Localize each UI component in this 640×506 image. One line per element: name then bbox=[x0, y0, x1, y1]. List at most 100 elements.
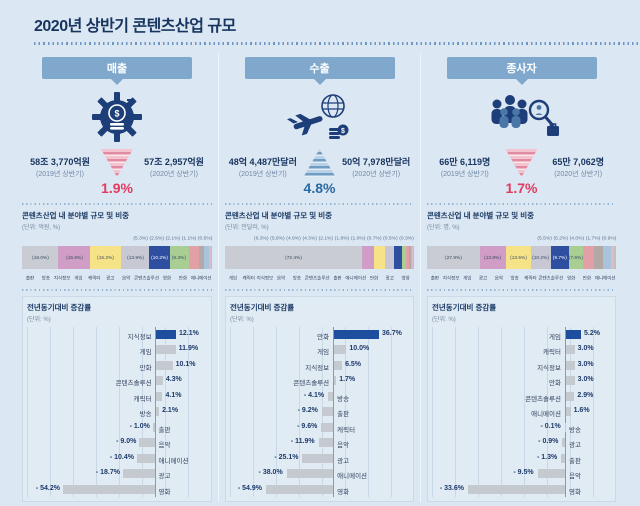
share-stacked-bar: (72.4%) bbox=[225, 246, 414, 269]
share-label-애니메이션: 애니메이션 bbox=[595, 272, 616, 281]
growth-value: - 9.0% bbox=[116, 438, 136, 445]
growth-row-콘텐츠솔루션: 1.7%콘텐츠솔루션 bbox=[230, 373, 411, 388]
growth-row-게임: 11.9%게임 bbox=[27, 342, 209, 357]
sales-values-row: 58조 3,770억원 (2019년 상반기) 1.9% 57조 2,957억원… bbox=[22, 149, 212, 196]
share-segment-출판: (27.9%) bbox=[427, 246, 480, 269]
growth-value: - 10.4% bbox=[110, 454, 134, 461]
exports-change-percent: 4.8% bbox=[301, 180, 339, 196]
share-label-방송: 방송 bbox=[289, 272, 305, 281]
growth-value: 36.7% bbox=[382, 330, 402, 337]
growth-value: - 9.6% bbox=[297, 423, 317, 430]
growth-row-출판: - 1.0%출판 bbox=[27, 420, 209, 435]
growth-bar bbox=[156, 376, 163, 385]
growth-bar bbox=[566, 392, 574, 401]
growth-value: 5.2% bbox=[584, 330, 600, 337]
growth-category: 방송 bbox=[569, 424, 581, 434]
share-section-title: 콘텐츠산업 내 분야별 규모 및 비중 bbox=[225, 210, 414, 221]
share-label-게임: 게임 bbox=[459, 272, 475, 281]
share-segment-애니메이션 bbox=[614, 246, 616, 269]
share-label-음악: 음악 bbox=[118, 272, 134, 281]
growth-bar bbox=[468, 485, 565, 494]
share-segment-지식정보 bbox=[374, 246, 385, 269]
growth-value: - 54.2% bbox=[36, 485, 60, 492]
growth-row-음악: - 11.9%음악 bbox=[230, 435, 411, 450]
share-label-콘텐츠솔루션: 콘텐츠솔루션 bbox=[538, 272, 563, 281]
exports-banner-label: 수출 bbox=[309, 63, 329, 75]
workers-change: 1.7% bbox=[503, 149, 541, 196]
share-section-unit: (단위: 억원, %) bbox=[22, 222, 212, 231]
workers-curr-value: 65만 7,062명 bbox=[540, 155, 616, 168]
share-callout-영화: (4.0%) bbox=[569, 236, 583, 241]
growth-bar bbox=[334, 361, 342, 370]
growth-bar bbox=[156, 361, 173, 370]
share-callout-영화: (2.1%) bbox=[165, 236, 179, 241]
growth-value: 4.1% bbox=[165, 392, 181, 399]
growth-bar bbox=[302, 454, 333, 463]
exports-change-triangle bbox=[303, 149, 335, 177]
share-segment-음악 bbox=[189, 246, 200, 269]
share-label-캐릭터: 캐릭터 bbox=[86, 272, 102, 281]
share-label-콘텐츠솔루션: 콘텐츠솔루션 bbox=[134, 272, 159, 281]
sales-curr-value: 57조 2,957억원 bbox=[136, 155, 212, 168]
growth-value: - 33.6% bbox=[440, 485, 464, 492]
growth-category: 방송 bbox=[140, 408, 152, 418]
share-label-영화: 영화 bbox=[563, 272, 579, 281]
share-callout-방송: (4.3%) bbox=[303, 236, 317, 241]
columns-container: 매출 $ bbox=[0, 45, 640, 506]
sales-banner: 매출 bbox=[42, 57, 192, 79]
workers-prev-block: 66만 6,119명 (2019년 상반기) bbox=[427, 149, 503, 179]
svg-text:$: $ bbox=[341, 128, 345, 135]
growth-row-음악: - 9.0%음악 bbox=[27, 435, 209, 450]
exports-prev-period: (2019년 상반기) bbox=[225, 169, 301, 179]
share-callouts: (6.3%)(5.9%)(4.9%)(4.3%)(2.1%)(1.6%)(1.0… bbox=[254, 236, 414, 241]
share-label-출판: 출판 bbox=[330, 272, 346, 281]
sales-change-percent: 1.9% bbox=[98, 180, 136, 196]
growth-category: 영화 bbox=[337, 486, 349, 496]
exports-curr-period: (2020년 상반기) bbox=[338, 169, 414, 179]
sales-prev-block: 58조 3,770억원 (2019년 상반기) bbox=[22, 149, 98, 179]
page-title: 2020년 상반기 콘텐츠산업 규모 bbox=[0, 0, 640, 36]
share-section-unit: (단위: 만달러, %) bbox=[225, 222, 414, 231]
growth-row-방송: - 0.1%방송 bbox=[432, 420, 613, 435]
exports-change: 4.8% bbox=[301, 149, 339, 196]
growth-value: 10.1% bbox=[176, 361, 196, 368]
growth-category: 광고 bbox=[159, 470, 171, 480]
growth-row-영화: - 33.6% 영화 bbox=[432, 482, 613, 497]
share-label-음악: 음악 bbox=[273, 272, 289, 281]
growth-category: 영화 bbox=[569, 486, 581, 496]
workers-share-section: 콘텐츠산업 내 분야별 규모 및 비중 (단위: 명, %) (5.5%)(5.… bbox=[427, 210, 616, 282]
growth-category: 광고 bbox=[337, 455, 349, 465]
growth-category: 만화 bbox=[549, 377, 561, 387]
growth-category: 출판 bbox=[159, 424, 171, 434]
share-segment-게임: (72.4%) bbox=[225, 246, 362, 269]
share-segment-방송: (15.8%) bbox=[58, 246, 90, 269]
share-segment-출판: (18.0%) bbox=[22, 246, 58, 269]
workers-change-triangle bbox=[505, 149, 537, 177]
share-callout-애니메이션: (0.9%) bbox=[602, 236, 616, 241]
growth-category: 게임 bbox=[140, 346, 152, 356]
growth-value: - 0.9% bbox=[538, 438, 558, 445]
share-label-음악: 음악 bbox=[491, 272, 507, 281]
growth-bar bbox=[566, 345, 575, 354]
growth-category: 지식정보 bbox=[305, 362, 329, 372]
exports-banner: 수출 bbox=[245, 57, 395, 79]
growth-category: 콘텐츠솔루션 bbox=[116, 377, 152, 387]
growth-category: 방송 bbox=[337, 393, 349, 403]
share-callout-애니메이션: (1.0%) bbox=[351, 236, 365, 241]
share-label-지식정보: 지식정보 bbox=[257, 272, 274, 281]
airplane-globe-icon: $ bbox=[225, 87, 414, 147]
growth-bar bbox=[334, 330, 379, 339]
growth-row-영화: - 54.2%영화 bbox=[27, 482, 209, 497]
growth-bar bbox=[156, 392, 163, 401]
sales-curr-period: (2020년 상반기) bbox=[136, 169, 212, 179]
share-label-만화: 만화 bbox=[366, 272, 382, 281]
growth-row-만화: 10.1%만화 bbox=[27, 358, 209, 373]
growth-value: 3.0% bbox=[578, 345, 594, 352]
share-callouts: (5.3%)(2.5%)(2.1%)(1.1%)(0.5%) bbox=[133, 236, 212, 241]
exports-curr-block: 50억 7,978만달러 (2020년 상반기) bbox=[338, 149, 414, 179]
share-callout-만화: (1.7%) bbox=[585, 236, 599, 241]
section-dotted-divider bbox=[427, 289, 616, 291]
share-callout-광고: (0.5%) bbox=[383, 236, 397, 241]
